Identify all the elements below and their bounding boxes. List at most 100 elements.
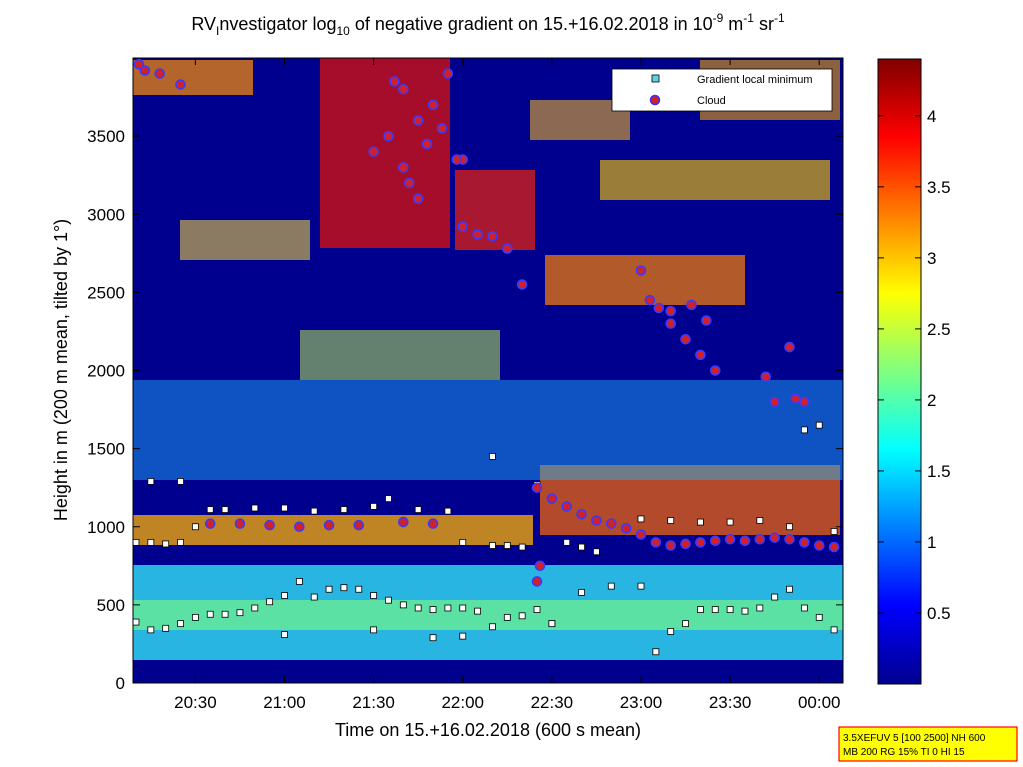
cloud-marker [709, 535, 721, 547]
legend-box [611, 68, 833, 112]
gradient-minimum-marker [711, 606, 719, 613]
heatmap-cloud-top [320, 58, 450, 248]
gradient-minimum-marker [281, 592, 288, 599]
cloud-marker [398, 516, 409, 528]
x-tick-label: 21:30 [352, 693, 395, 712]
heatmap-patch-3 [180, 220, 310, 260]
gradient-minimum-marker [191, 613, 199, 621]
gradient-minimum-marker [786, 585, 793, 593]
gradient-minimum-marker [830, 528, 838, 535]
cloud-marker [531, 482, 543, 493]
gradient-minimum-marker [800, 426, 808, 434]
heatmap-band-mid [133, 515, 533, 545]
cloud-marker [442, 68, 454, 79]
colorbar-tick-label: 4 [927, 107, 936, 126]
cloud-marker [264, 519, 275, 531]
cloud-marker [546, 493, 558, 504]
gradient-minimum-marker [503, 542, 511, 549]
cloud-marker [368, 146, 379, 158]
colorbar-tick-label: 2.5 [927, 320, 951, 339]
gradient-minimum-marker [251, 604, 259, 612]
gradient-minimum-marker [177, 538, 184, 546]
cloud-marker [154, 68, 166, 79]
gradient-minimum-marker [414, 604, 422, 612]
heatmap-patch-1 [133, 60, 253, 95]
gradient-minimum-marker [682, 620, 689, 628]
gradient-minimum-marker [563, 538, 571, 546]
cloud-marker [487, 230, 498, 242]
colorbar-ticks: 0.5 1 1.5 2 2.5 3 3.5 4 [878, 107, 951, 623]
cloud-marker [813, 540, 825, 551]
gradient-minimum-marker [756, 517, 764, 524]
cloud-marker [204, 518, 216, 529]
cloud-marker [353, 519, 365, 531]
cloud-marker [427, 99, 439, 111]
colorbar-tick-label: 3.5 [927, 178, 951, 197]
gradient-minimum-marker [206, 610, 214, 618]
plot-area [132, 57, 844, 684]
x-tick-label: 22:00 [441, 693, 484, 712]
cloud-marker [620, 523, 632, 534]
cloud-marker [534, 560, 546, 572]
cloud-marker [680, 333, 691, 345]
gradient-minimum-marker [593, 548, 600, 556]
cloud-marker [665, 305, 676, 317]
y-axis-label: Height in m (200 m mean, tilted by 1°) [51, 219, 71, 521]
gradient-minimum-marker [429, 634, 437, 642]
gradient-minimum-marker [489, 623, 496, 631]
legend-label-gradient-minimum: Gradient local minimum [697, 74, 813, 86]
cloud-marker [644, 294, 656, 306]
cloud-marker [516, 279, 528, 290]
gradient-minimum-marker [370, 503, 378, 510]
cloud-marker [389, 76, 400, 87]
gradient-minimum-marker [310, 507, 318, 515]
cloud-marker [139, 65, 151, 76]
colorbar-gradient [877, 58, 922, 685]
cloud-marker [828, 541, 840, 553]
cloud-marker [576, 508, 587, 520]
gradient-minimum-marker [444, 507, 452, 515]
gradient-minimum-marker [251, 504, 259, 512]
x-tick-label: 23:00 [620, 693, 663, 712]
gradient-minimum-marker [281, 504, 288, 512]
cloud-marker [739, 535, 751, 547]
gradient-minimum-marker [340, 584, 348, 592]
gradient-minimum-marker [162, 624, 170, 632]
cloud-marker [754, 533, 766, 545]
y-tick-label: 500 [97, 596, 125, 615]
gradient-minimum-marker [414, 506, 422, 513]
cloud-marker [133, 58, 145, 70]
gradient-minimum-marker [191, 523, 199, 531]
y-axis: 0 500 1000 1500 2000 2500 3000 3500 [87, 127, 843, 693]
y-tick-label: 0 [116, 674, 125, 693]
gradient-minimum-marker [459, 604, 467, 612]
heatmap-band-low-green [133, 600, 843, 630]
gradient-minimum-marker [503, 613, 511, 621]
gradient-minimum-marker [325, 585, 333, 593]
cloud-marker [695, 537, 706, 548]
cloud-marker [769, 396, 780, 408]
chart-title: RVInvestigator log10 of negative gradien… [191, 11, 785, 38]
gradient-minimum-marker [385, 495, 392, 503]
gradient-minimum-marker [266, 598, 274, 606]
colorbar: 0.5 1 1.5 2 2.5 3 3.5 4 [877, 58, 951, 685]
y-tick-label: 3500 [87, 127, 125, 146]
gradient-minimum-marker [177, 478, 184, 485]
cloud-marker [695, 349, 706, 361]
cloud-marker [686, 299, 697, 311]
gradient-minimum-marker [667, 517, 675, 524]
cloud-marker [403, 177, 415, 189]
cloud-marker [650, 537, 662, 548]
gradient-minimum-marker [533, 606, 541, 613]
heatmap-cloud-layer-2 [545, 255, 745, 305]
cloud-marker [784, 533, 795, 545]
gradient-minimum-marker [667, 628, 675, 635]
legend-label-cloud: Cloud [697, 95, 726, 107]
colorbar-tick-label: 3 [927, 249, 936, 268]
legend-marker-gradient-minimum [651, 74, 660, 83]
cloud-marker [531, 576, 543, 587]
colorbar-tick-label: 1.5 [927, 462, 951, 481]
cloud-marker [234, 518, 246, 529]
cloud-marker [436, 123, 448, 134]
gradient-minimum-marker [726, 606, 734, 613]
